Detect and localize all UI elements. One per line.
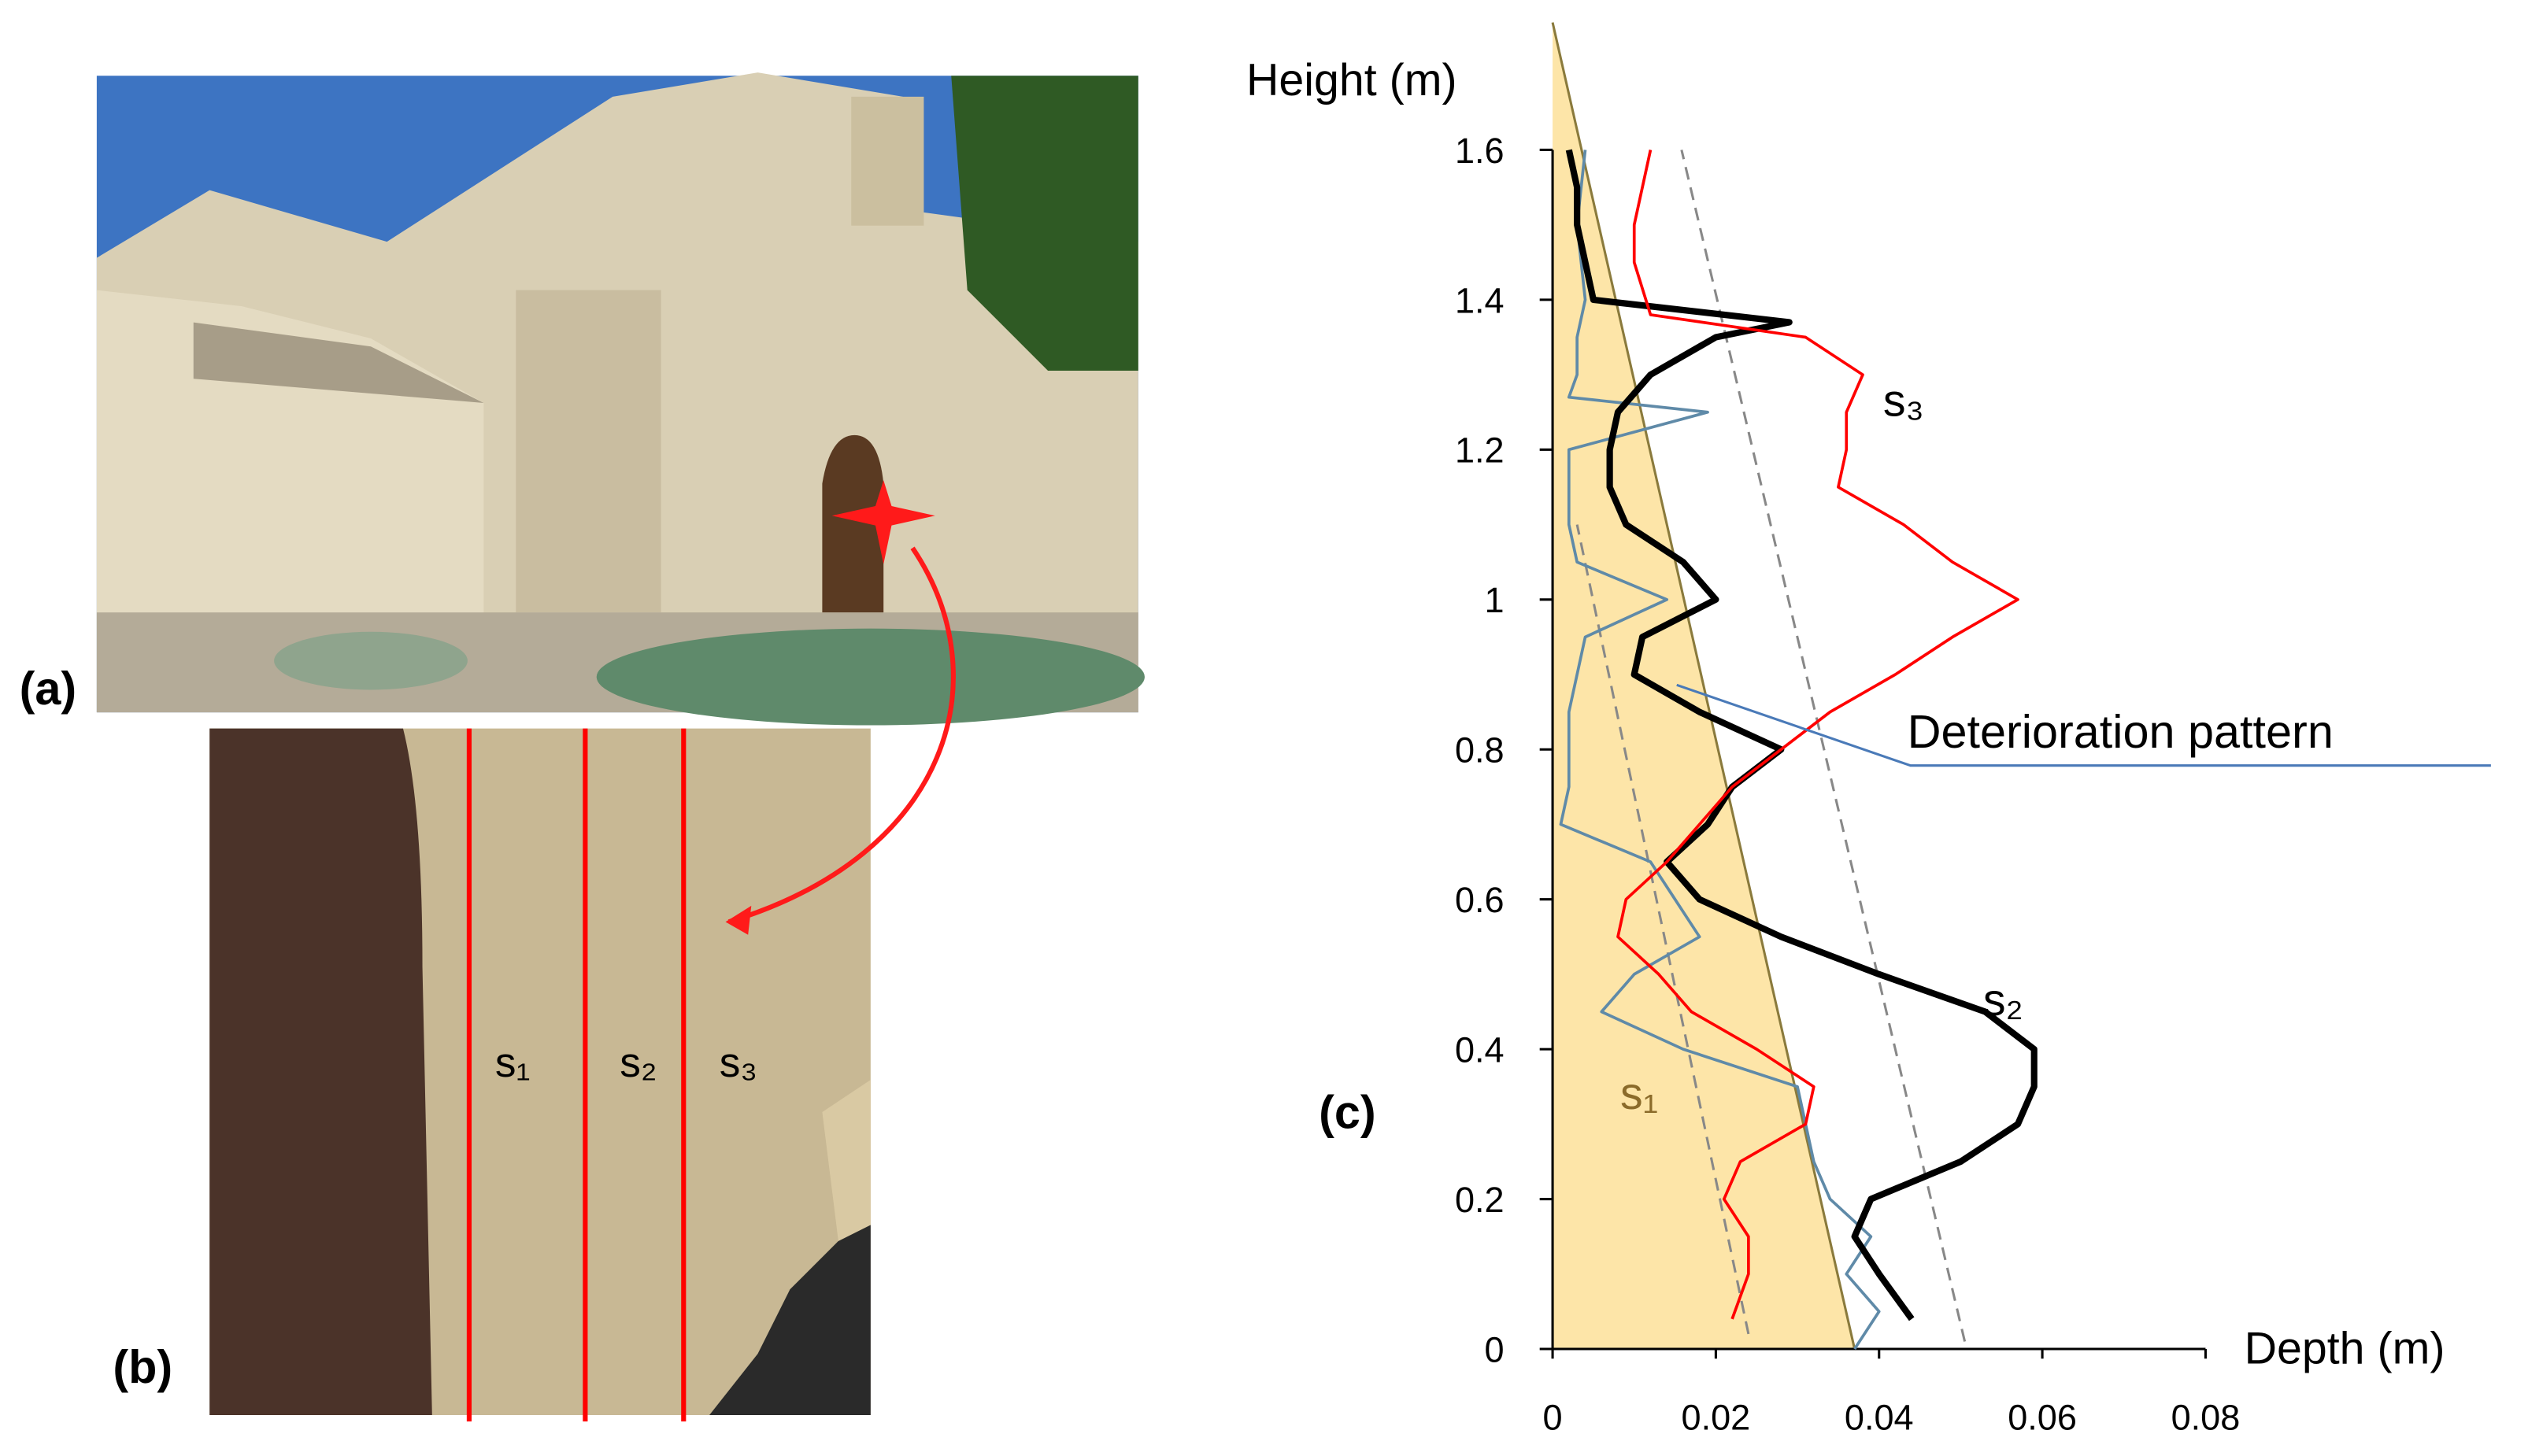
y-tick-label: 1.4 [1455,280,1505,320]
y-axis-label: Height (m) [1246,55,1457,105]
x-tick-label: 0.02 [1682,1397,1751,1437]
pattern-dashed-line [1575,524,1750,1335]
y-tick-label: 1.2 [1455,431,1505,471]
pattern-edge [1551,22,1856,1350]
section-label: s₃ [720,1040,757,1086]
series-label: s₂ [1983,975,2023,1025]
y-tick-label: 1 [1485,580,1505,620]
x-tick-label: 0.04 [1845,1397,1914,1437]
series-line [1565,149,2038,1321]
annotation-pointer [1676,683,2491,767]
annotation-label: Deterioration pattern [1908,705,2334,758]
series-label: s₃ [1883,375,1924,426]
y-tick-label: 0.8 [1455,730,1505,770]
arrow-head [725,905,752,935]
panel-label: (c) [1319,1085,1376,1138]
y-tick-label: 0.2 [1455,1180,1505,1220]
series-label: s₁ [1620,1069,1658,1119]
y-tick-label: 0 [1485,1329,1505,1369]
pattern-dashed-line [1680,150,1967,1342]
y-tick-label: 0.4 [1455,1030,1505,1070]
photo-a [96,72,1145,726]
section-label: s₂ [620,1040,657,1086]
x-tick-label: 0.08 [2171,1397,2241,1437]
series-line [1616,150,2019,1320]
x-tick-label: 0 [1543,1397,1563,1437]
panel-label: (a) [20,662,77,715]
y-tick-label: 0.6 [1455,880,1505,920]
y-tick-label: 1.6 [1455,131,1505,171]
x-tick-label: 0.06 [2008,1397,2077,1437]
photo-b [209,728,871,1422]
x-axis-label: Depth (m) [2245,1323,2445,1373]
panel-label: (b) [113,1340,172,1393]
arrow [727,546,956,925]
series-line [1559,150,1881,1351]
section-label: s₁ [495,1040,531,1086]
